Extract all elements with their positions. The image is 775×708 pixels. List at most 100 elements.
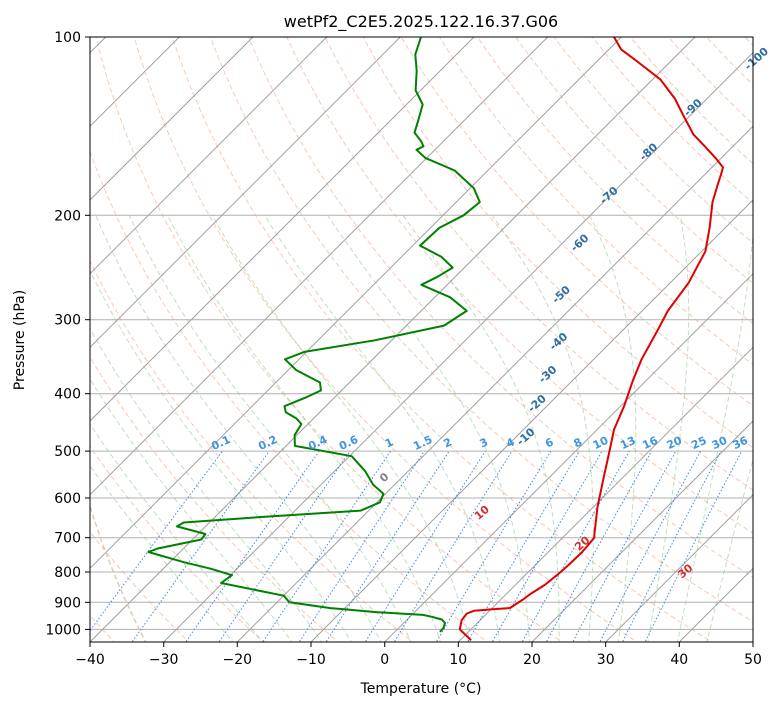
dry-adiabat-line [90, 445, 265, 642]
isotherm-line [90, 37, 401, 349]
mixing-ratio-line [466, 450, 580, 642]
mixing-ratio-line [644, 450, 743, 642]
mixing-ratio-line [364, 450, 486, 642]
isotherm-line [678, 567, 753, 642]
x-tick-label: 30 [597, 652, 615, 668]
moist-adiabat-line [90, 423, 264, 642]
dry-adiabat-line [248, 37, 753, 578]
mixing-ratio-label: 0.2 [256, 433, 279, 453]
dry-adiabat-line [324, 37, 753, 491]
mixing-ratio-label: 0.1 [209, 433, 232, 453]
dry-adiabat-line [706, 37, 753, 86]
x-tick-label: 50 [744, 652, 762, 668]
moist-adiabat-line [90, 464, 234, 642]
mixing-ratio-line [325, 450, 450, 642]
y-tick-label: 400 [54, 387, 81, 403]
mixing-ratio-label: 16 [640, 434, 660, 452]
mixing-ratio-line [262, 450, 392, 642]
isotherm-line [752, 641, 753, 642]
mixing-ratio-label: 25 [689, 434, 708, 452]
moist-adiabat-line [211, 215, 471, 642]
x-tick-label: −20 [223, 652, 253, 668]
dry-adiabat-line [286, 37, 753, 534]
moist-adiabat-line [706, 457, 753, 642]
adiabat-label: 20 [572, 533, 592, 553]
moist-adiabat-line [264, 215, 501, 642]
mixing-ratio-label: 30 [710, 434, 730, 452]
isotherm-line [90, 37, 328, 275]
boundary-curve [90, 503, 147, 642]
dry-adiabat-line [90, 531, 190, 642]
mixing-ratio-line [185, 450, 320, 642]
x-tick-label: −10 [296, 652, 326, 668]
adiabat-label: 10 [472, 503, 492, 523]
mixing-ratio-line [393, 450, 513, 642]
dry-adiabat-line [744, 37, 753, 47]
moist-adiabat-line [95, 215, 382, 642]
mixing-ratio-label: 0.6 [337, 433, 360, 453]
adiabat-label: -20 [525, 392, 549, 415]
temperature-profile [458, 37, 724, 642]
mixing-ratio-line [572, 450, 677, 642]
moist-adiabat-line [402, 215, 560, 642]
mixing-ratio-line [435, 450, 552, 642]
moist-adiabat-line [90, 377, 293, 642]
isotherm-line [605, 493, 753, 642]
y-tick-label: 200 [54, 208, 81, 224]
moist-adiabat-line [491, 215, 594, 642]
x-tick-label: 0 [380, 652, 389, 668]
mixing-ratio-line [298, 450, 425, 642]
plot-frame [89, 36, 754, 643]
isotherm-line [90, 37, 549, 496]
mixing-ratio-line [218, 450, 351, 642]
y-tick-label: 300 [54, 313, 81, 329]
moist-adiabat-line [589, 215, 637, 642]
mixing-ratio-line [621, 450, 722, 642]
y-tick-label: 700 [54, 531, 81, 547]
mixing-ratio-label: 0.4 [306, 433, 329, 453]
mixing-ratio-line [599, 450, 701, 642]
mixing-ratio-label: 36 [731, 434, 751, 452]
y-tick-label: 500 [54, 444, 81, 460]
y-tick-label: 900 [54, 595, 81, 611]
adiabat-label: -80 [637, 140, 661, 163]
dry-adiabat-line [477, 37, 753, 325]
isotherm-line [384, 272, 753, 642]
moist-adiabat-line [167, 215, 441, 642]
mixing-ratio-line [90, 450, 223, 632]
dry-adiabat-line [90, 259, 414, 642]
isotherm-line [163, 51, 753, 642]
x-tick-label: −30 [149, 652, 179, 668]
adiabat-label: -90 [681, 96, 705, 119]
x-tick-label: 10 [449, 652, 467, 668]
mixing-ratio-label: 6 [543, 435, 556, 450]
moist-adiabat-line [676, 227, 753, 642]
x-tick-label: −40 [75, 652, 105, 668]
chart-title: wetPf2_C2E5.2025.122.16.37.G06 [284, 12, 558, 32]
y-axis-label: Pressure (hPa) [12, 290, 28, 390]
dry-adiabat-line [90, 150, 489, 642]
y-tick-label: 600 [54, 491, 81, 507]
mixing-ratio-label: 10 [591, 434, 611, 452]
moist-adiabat-line [90, 327, 323, 642]
isotherm-line [310, 199, 753, 642]
isotherm-line [90, 37, 475, 422]
mixing-ratio-label: 1.5 [411, 433, 434, 453]
isotherm-line [531, 420, 753, 642]
background-lines [90, 37, 753, 642]
adiabat-label: -70 [597, 184, 621, 207]
isotherm-line [90, 37, 622, 570]
moist-adiabat-line [327, 215, 530, 642]
dry-adiabat-line [362, 37, 753, 449]
mixing-ratio-label: 1 [383, 435, 395, 450]
isotherm-line [90, 37, 696, 642]
sounding-profiles [147, 37, 724, 642]
y-tick-label: 800 [54, 565, 81, 581]
dry-adiabat-line [90, 356, 340, 642]
dewpoint-profile [147, 37, 481, 633]
adiabat-label: -50 [550, 283, 574, 306]
y-tick-label: 1000 [45, 622, 81, 638]
moist-adiabat-line [90, 269, 352, 642]
axis-ticks: −40 −30 −20 −10 0 10 20 30 40 5010020030040050060… [45, 30, 762, 668]
dry-adiabat-line [95, 37, 564, 642]
